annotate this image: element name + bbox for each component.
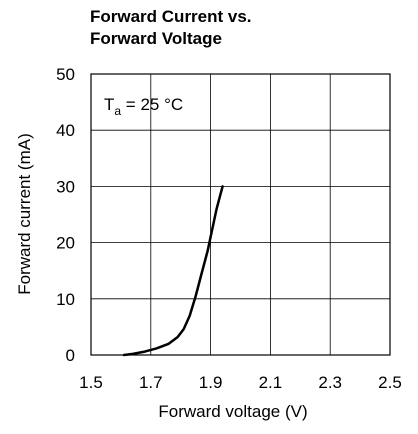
x-tick-label: 1.7: [139, 373, 163, 392]
annotation-rest: = 25 °C: [121, 95, 183, 114]
y-gridlines: [91, 129, 390, 300]
x-tick-label: 2.5: [378, 373, 402, 392]
x-tick-label: 1.5: [79, 373, 103, 392]
y-tick-label: 0: [66, 346, 75, 365]
annotation-base: T: [104, 95, 114, 114]
y-tick-label: 40: [56, 121, 75, 140]
x-tick-labels: 1.5 1.7 1.9 2.1 2.3 2.5: [79, 373, 402, 392]
x-tick-label: 1.9: [199, 373, 223, 392]
y-tick-label: 10: [56, 290, 75, 309]
y-tick-labels: 0 10 20 30 40 50: [56, 65, 75, 365]
temperature-annotation: Ta = 25 °C: [104, 95, 183, 118]
annotation-subscript: a: [114, 104, 121, 118]
series-line-forward-current: [122, 185, 224, 357]
y-tick-label: 20: [56, 234, 75, 253]
y-axis-label: Forward current (mA): [15, 133, 34, 295]
x-axis-label: Forward voltage (V): [158, 402, 307, 421]
chart-title-line-1: Forward Current vs.: [90, 7, 252, 26]
y-tick-label: 50: [56, 65, 75, 84]
x-tick-label: 2.3: [318, 373, 342, 392]
x-tick-label: 2.1: [259, 373, 283, 392]
plot-area-frame: [90, 73, 391, 356]
chart-title-line-2: Forward Voltage: [90, 29, 222, 48]
x-gridlines: [150, 74, 331, 355]
y-tick-label: 30: [56, 177, 75, 196]
